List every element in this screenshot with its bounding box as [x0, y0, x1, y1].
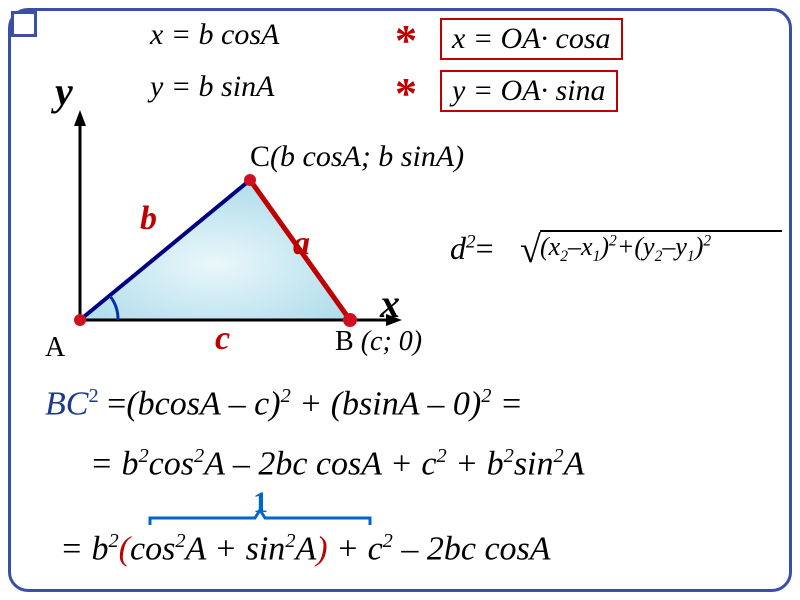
label-side-c: c [215, 320, 230, 358]
label-A: A [45, 332, 65, 364]
label-B: B (c; 0) [335, 326, 422, 358]
star-1: * [395, 15, 417, 66]
one-label: 1 [253, 486, 268, 520]
label-side-b: b [140, 200, 157, 238]
deriv-line-3: = b2(cos2A + sin2A) + c2 – 2bc cosA [60, 530, 551, 568]
sqrt-content: (x2–x1)2+(y2–y1)2 [540, 232, 711, 266]
eq-x: x = b cosA [150, 18, 279, 52]
label-C: C(b cosA; b sinA) [250, 140, 464, 174]
content-canvas: x = b cosA y = b sinA * * x = OA· cosa y… [0, 0, 800, 600]
label-side-a: a [293, 225, 310, 263]
sqrt-symbol: √ [520, 228, 541, 272]
y-axis-label: y [55, 68, 73, 115]
distance-formula: d2= [450, 230, 494, 267]
box-eq-x: x = OA· cosa [440, 18, 623, 60]
box-eq-y: y = OA· sina [440, 70, 618, 112]
deriv-line-2: = b2cos2A – 2bc cosA + c2 + b2sin2A [90, 445, 585, 483]
deriv-line-1: BC2 =(bcosA – c)2 + (bsinA – 0)2 = [45, 385, 523, 423]
eq-y: y = b sinA [150, 70, 274, 104]
